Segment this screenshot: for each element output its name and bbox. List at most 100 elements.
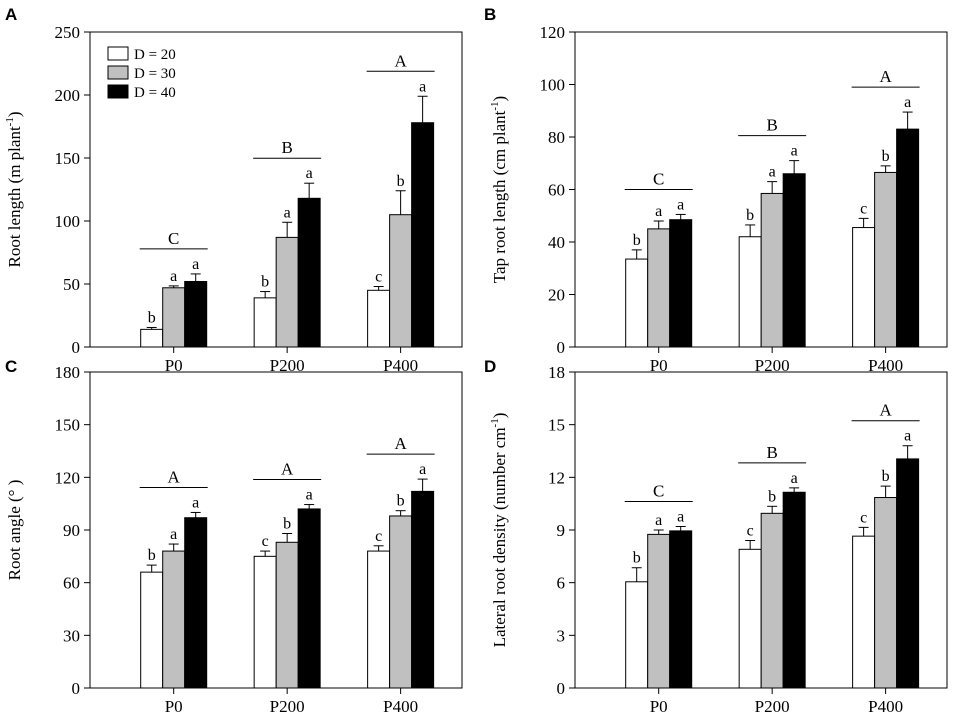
y-tick-label: 0 [557,679,566,698]
y-tick-label: 250 [55,23,81,42]
legend-swatch [107,46,129,61]
y-tick-label: 15 [548,416,565,435]
bar [411,122,435,348]
y-tick-label: 18 [548,363,565,382]
significance-letter: c [747,523,754,540]
bar [367,550,391,689]
y-tick-label: 100 [55,212,81,231]
significance-letter: a [306,487,313,504]
significance-letter: a [170,268,177,285]
bar [760,192,784,348]
significance-letter: b [746,207,754,224]
y-tick-label: 0 [557,338,566,357]
significance-letter: a [769,164,776,181]
bar [738,236,762,348]
bar [411,490,435,689]
x-tick-label: P400 [868,356,903,375]
significance-letter: b [397,493,405,510]
panel-b: B 0 20 40 60 80 100 120 Tap root length (cm plan… [484,5,948,375]
bar [738,548,762,689]
x-tick-label: P200 [755,697,790,716]
bar [896,128,920,348]
y-axis-label-tail: ) [5,111,24,117]
significance-letter: c [262,533,269,550]
bar [140,571,164,689]
bar [647,533,671,689]
group-letter: A [281,460,294,479]
legend-label: D = 30 [134,66,176,82]
significance-letter: b [261,274,269,291]
significance-letter: b [148,547,156,564]
bar [874,171,898,348]
group-letter: A [394,51,407,70]
bar [625,581,649,689]
bar [389,214,413,348]
y-tick-label: 50 [63,275,80,294]
bar [253,555,277,689]
bar [162,550,186,689]
y-axis-label-main: Lateral root density (number cm [490,427,509,647]
significance-letter: c [375,528,382,545]
significance-letter: a [655,512,662,529]
significance-letter: a [677,508,684,525]
significance-letter: b [882,148,890,165]
significance-letter: c [375,269,382,286]
significance-letter: a [170,526,177,543]
y-tick-label: 180 [55,363,81,382]
y-tick-label: 150 [55,416,81,435]
bar [669,219,693,348]
y-tick-label: 6 [557,574,566,593]
significance-letter: b [633,232,641,249]
y-tick-label: 30 [63,626,80,645]
panel-letter: A [5,5,17,24]
bar [184,517,208,689]
significance-letter: b [768,488,776,505]
panel-letter: C [5,357,17,376]
y-axis-label: Root angle (° ) [5,480,24,581]
significance-letter: b [397,173,405,190]
y-axis-label: Tap root length (cm plant-1) [489,96,509,283]
y-axis-label-tail: ) [490,96,509,102]
y-tick-label: 100 [540,76,566,95]
significance-letter: a [419,78,426,95]
bar [275,236,299,348]
bar [297,197,321,348]
significance-letter: a [192,494,199,511]
bar [184,280,208,348]
bar [782,491,806,689]
significance-letter: a [677,196,684,213]
group-letter: C [653,169,664,188]
y-tick-label: 120 [540,23,566,42]
significance-letter: a [284,204,291,221]
legend: D = 20 D = 30 D = 40 [107,46,176,101]
panel-letter: B [484,5,496,24]
group-letter: B [281,138,292,157]
significance-letter: a [904,428,911,445]
y-axis-label-main: Root length (m plant [5,126,24,267]
y-axis-label-superscript: -1 [489,418,501,427]
bar [852,535,876,689]
significance-letter: b [633,550,641,567]
group-letter: A [394,434,407,453]
significance-letter: a [791,143,798,160]
y-tick-label: 9 [557,521,566,540]
y-tick-label: 0 [72,679,81,698]
x-tick-label: P0 [650,697,668,716]
significance-letter: a [419,461,426,478]
bar [389,515,413,689]
y-tick-label: 120 [55,468,81,487]
bar [140,328,164,348]
significance-letter: b [148,309,156,326]
y-axis-label-tail: ) [490,413,509,419]
legend-swatch [107,84,129,99]
y-tick-label: 150 [55,149,81,168]
bar [647,228,671,348]
significance-letter: b [283,516,291,533]
significance-letter: b [882,468,890,485]
significance-letter: a [791,470,798,487]
significance-letter: a [655,203,662,220]
bar [782,173,806,348]
y-axis-label-superscript: -1 [4,117,16,126]
